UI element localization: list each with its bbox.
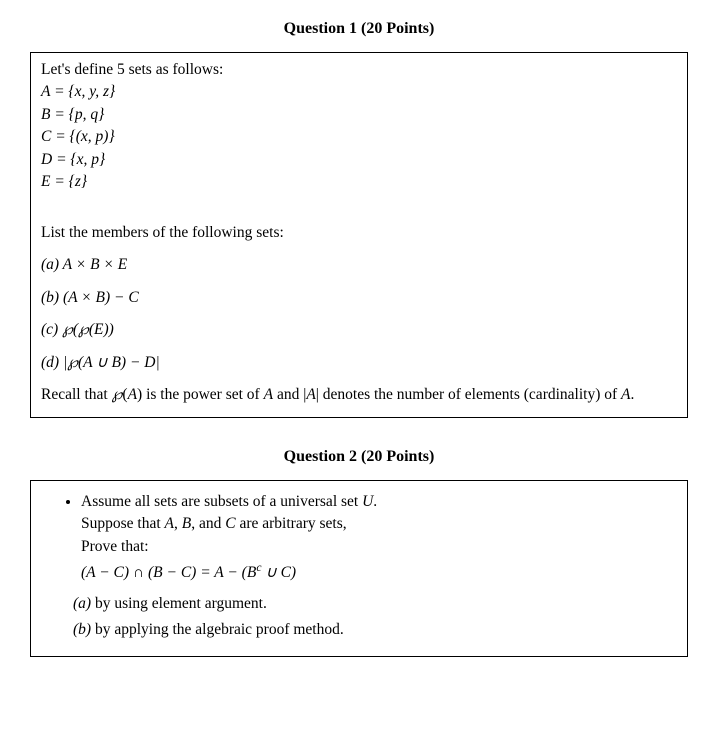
question-2-box: Assume all sets are subsets of a univers… (30, 480, 688, 657)
q2-subpart-b-text: by applying the algebraic proof method. (91, 621, 344, 638)
q1-part-c: (c) ℘(℘(E)) (41, 319, 677, 341)
q2-subpart-a-text: by using element argument. (91, 595, 267, 612)
question-2-title: Question 2 (20 Points) (30, 448, 688, 466)
q1-part-d: (d) |℘(A ∪ B) − D| (41, 352, 677, 374)
q2-subpart-b: (b) by applying the algebraic proof meth… (73, 619, 677, 641)
q1-recall: Recall that ℘(A) is the power set of A a… (41, 384, 677, 406)
q1-list-prompt: List the members of the following sets: (41, 222, 677, 244)
q1-part-a-label: (a) (41, 256, 59, 273)
q1-part-b-expr: (A × B) − C (59, 289, 139, 306)
question-1-box: Let's define 5 sets as follows: A = {x, … (30, 52, 688, 418)
q1-set-C: C = {(x, p)} (41, 126, 677, 148)
q2-subpart-b-label: (b) (73, 621, 91, 638)
q1-part-c-expr: ℘(℘(E)) (58, 321, 114, 338)
q2-line3: Prove that: (81, 538, 149, 555)
q2-subpart-a-label: (a) (73, 595, 91, 612)
q2-line2: Suppose that A, B, and C are arbitrary s… (81, 515, 347, 532)
q1-set-E: E = {z} (41, 171, 677, 193)
q1-part-c-label: (c) (41, 321, 58, 338)
q1-set-B: B = {p, q} (41, 104, 677, 126)
q1-part-b: (b) (A × B) − C (41, 287, 677, 309)
q2-bullet-1: Assume all sets are subsets of a univers… (81, 491, 677, 585)
q2-subpart-a: (a) by using element argument. (73, 593, 677, 615)
q1-parts: (a) A × B × E (b) (A × B) − C (c) ℘(℘(E)… (41, 254, 677, 374)
q2-equation: (A − C) ∩ (B − C) = A − (Bc ∪ C) (81, 560, 677, 585)
spacer (30, 418, 688, 448)
q1-part-a-expr: A × B × E (59, 256, 127, 273)
q1-set-D: D = {x, p} (41, 149, 677, 171)
q1-part-a: (a) A × B × E (41, 254, 677, 276)
q1-set-A: A = {x, y, z} (41, 81, 677, 103)
q2-bullets: Assume all sets are subsets of a univers… (41, 491, 677, 585)
spacer (41, 194, 677, 222)
question-1-title: Question 1 (20 Points) (30, 20, 688, 38)
q1-part-b-label: (b) (41, 289, 59, 306)
page: Question 1 (20 Points) Let's define 5 se… (0, 0, 718, 687)
q1-intro: Let's define 5 sets as follows: (41, 59, 677, 81)
q2-subparts: (a) by using element argument. (b) by ap… (73, 593, 677, 642)
q1-part-d-expr: |℘(A ∪ B) − D| (59, 354, 160, 371)
q2-line1: Assume all sets are subsets of a univers… (81, 493, 377, 510)
q1-part-d-label: (d) (41, 354, 59, 371)
